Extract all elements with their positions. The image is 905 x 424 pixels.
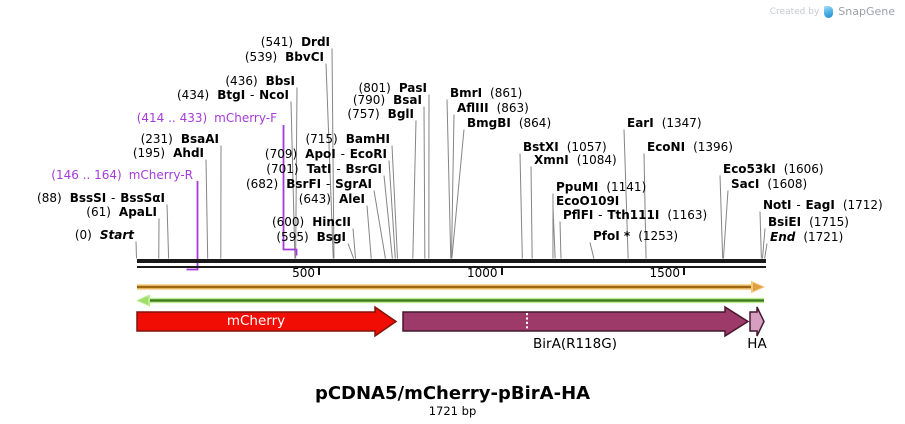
top-strand-core (137, 285, 755, 289)
feature-label-ha: HA (747, 336, 767, 352)
plasmid-title: pCDNA5/mCherry-pBirA-HA (314, 383, 591, 404)
site-label-start[interactable]: (0) Start (74, 228, 134, 242)
ruler-label-1000: 1000 (466, 266, 498, 280)
leader-line-bgli (412, 120, 417, 259)
ruler-label-500: 500 (292, 266, 315, 280)
site-label-bsiei[interactable]: BsiEI (1715) (768, 215, 849, 229)
site-label-bstxi[interactable]: BstXI (1057) (523, 140, 607, 154)
snapgene-brand-text: SnapGene (838, 5, 895, 18)
site-label-bbsi[interactable]: (436) BbsI (225, 74, 295, 88)
top-strand-arrowhead (753, 282, 763, 292)
leader-line-bsai (423, 106, 426, 259)
ruler-label-1500: 1500 (649, 266, 680, 280)
plasmid-length: 1721 bp (428, 404, 477, 418)
site-label-bmgbi[interactable]: BmgBI (864) (467, 116, 552, 130)
leader-line-noti-eagi (759, 211, 762, 259)
feature-arrow-ha[interactable] (749, 306, 765, 337)
site-label-pfoi[interactable]: PfoI * (1253) (593, 229, 679, 243)
site-label-apoi-ecori[interactable]: (709) ApoI - EcoRI (264, 147, 387, 161)
site-label-bsssi-bsss-i[interactable]: (88) BssSI - BssSαI (37, 191, 165, 205)
site-label-bsai[interactable]: (790) BsaI (352, 93, 422, 107)
leader-line-hincii (352, 228, 356, 259)
leader-line-bsiei (761, 228, 766, 259)
leader-line-bsrfi-sgrai (373, 190, 386, 259)
leader-line-eco53ki (719, 175, 724, 259)
site-label-xmni[interactable]: XmnI (1084) (534, 153, 617, 167)
leader-line-pflfi-tth111i (559, 221, 562, 259)
site-label-end[interactable]: End (1721) (770, 230, 844, 244)
top-strand-outline (137, 284, 755, 290)
site-label-bsrfi-sgrai[interactable]: (682) BsrFI - SgrAI (245, 177, 372, 191)
ruler-tick-1500 (683, 266, 685, 275)
bottom-strand-outline (146, 297, 764, 304)
leader-line-bsgi (347, 243, 355, 259)
bottom-strand-arrowhead (138, 296, 148, 305)
site-label-bsgi[interactable]: (595) BsgI (276, 230, 346, 244)
leader-line-tati-bsrgi (383, 175, 393, 259)
sequence-line-bottom (137, 265, 766, 268)
leader-line-pfoi (589, 242, 595, 259)
feature-label-bira-r118g: BirA(R118G) (533, 336, 617, 352)
leader-line-bmgbi (451, 129, 465, 259)
site-label-ppumi[interactable]: PpuMI (1141) (556, 180, 647, 194)
bottom-strand-arrowhead-outline (136, 294, 150, 307)
snapgene-watermark: Created by SnapGene (770, 5, 895, 18)
leader-line-apoi-ecori (388, 160, 396, 259)
leader-line-ahdi (205, 159, 209, 259)
leader-line-ecoo109i (552, 207, 556, 259)
sequence-line-top (137, 258, 766, 263)
site-label-drdi[interactable]: (541) DrdI (260, 35, 330, 49)
site-label-pflfi-tth111i[interactable]: PflFI - Tth111I (1163) (563, 208, 708, 222)
leader-line-saci (722, 190, 729, 259)
site-label-bamhi[interactable]: (715) BamHI (305, 132, 390, 146)
leader-line-bstxi (519, 153, 523, 259)
feature-label-mcherry: mCherry (226, 313, 286, 329)
leader-line-bmri (446, 99, 452, 259)
site-label-saci[interactable]: SacI (1608) (731, 177, 808, 191)
site-label-afliii[interactable]: AflIII (863) (457, 101, 529, 115)
site-label-pasi[interactable]: (801) PasI (358, 81, 427, 95)
site-label-eari[interactable]: EarI (1347) (627, 116, 702, 130)
site-label-tati-bsrgi[interactable]: (701) TatI - BsrGI (266, 162, 382, 176)
leader-line-start (135, 241, 137, 259)
site-label-apali[interactable]: (61) ApaLI (86, 205, 157, 219)
site-label-btgi-ncoi[interactable]: (434) BtgI - NcoI (176, 88, 289, 102)
leader-line-xmni (530, 166, 533, 259)
primer-label-mcherry-r[interactable]: (146 .. 164) mCherry-R (51, 168, 193, 182)
leader-line-alei (366, 205, 372, 259)
bottom-strand-core (148, 299, 764, 302)
snapgene-logo-icon (824, 5, 834, 18)
leader-line-bsssi-bsss-i (166, 204, 170, 259)
site-label-bbvci[interactable]: (539) BbvCI (244, 50, 324, 64)
site-label-bmri[interactable]: BmrI (861) (450, 86, 523, 100)
created-by-text: Created by (769, 6, 820, 17)
leader-line-afliii (450, 114, 455, 259)
site-label-alei[interactable]: (643) AleI (298, 192, 365, 206)
feature-arrow-bira-r118g[interactable] (402, 305, 750, 338)
primer-label-mcherry-f[interactable]: (414 .. 433) mCherry-F (136, 111, 277, 125)
leader-line-bamhi (391, 145, 398, 259)
site-label-ahdi[interactable]: (195) AhdI (132, 146, 204, 160)
primer-mark-mcherry-r[interactable] (186, 181, 199, 271)
site-label-noti-eagi[interactable]: NotI - EagI (1712) (763, 198, 883, 212)
site-label-ecoo109i[interactable]: EcoO109I (556, 194, 620, 208)
site-label-eco53ki[interactable]: Eco53kI (1606) (723, 162, 824, 176)
top-strand-arrowhead-outline (751, 280, 765, 294)
ruler-tick-500 (318, 266, 320, 275)
feature-arrow-mcherry[interactable] (136, 305, 398, 338)
leader-line-end (764, 243, 768, 259)
site-label-hincii[interactable]: (600) HincII (271, 215, 351, 229)
site-label-bgli[interactable]: (757) BglI (347, 107, 414, 121)
ruler-tick-1000 (500, 266, 503, 275)
site-label-econi[interactable]: EcoNI (1396) (647, 140, 733, 154)
site-label-bsaai[interactable]: (231) BsaAI (140, 132, 219, 146)
